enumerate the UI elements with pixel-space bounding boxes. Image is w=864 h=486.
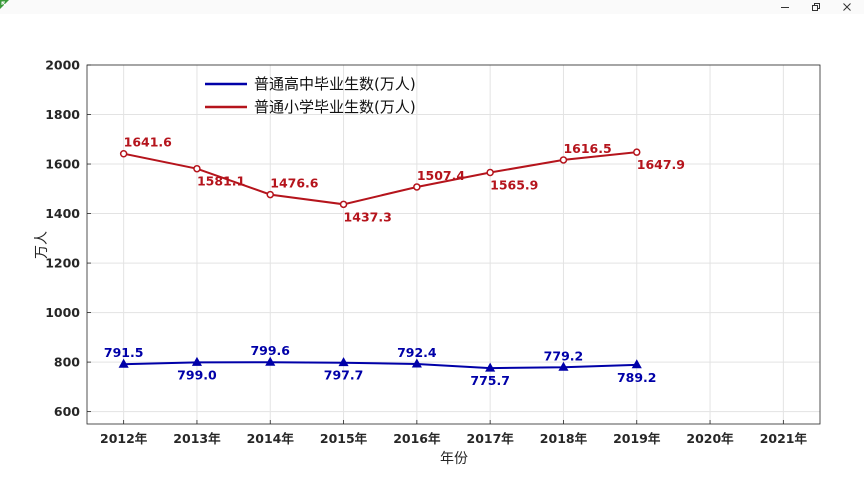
point-marker <box>118 358 129 368</box>
y-axis-label: 万人 <box>34 231 50 259</box>
x-tick-label: 2020年 <box>686 431 734 446</box>
data-label: 1647.9 <box>637 157 685 172</box>
point-marker <box>486 168 494 177</box>
legend-label-primary-school: 普通小学毕业生数(万人) <box>254 98 416 116</box>
data-label: 1507.4 <box>417 168 466 183</box>
point-marker <box>413 183 421 191</box>
data-label: 792.4 <box>397 345 437 360</box>
point-marker <box>411 358 422 368</box>
x-tick-label: 2014年 <box>247 431 295 446</box>
app-corner-icon <box>0 0 9 9</box>
x-tick-label: 2019年 <box>613 431 661 446</box>
point-marker <box>266 190 274 199</box>
data-label: 1437.3 <box>344 209 392 224</box>
series-line-0 <box>123 361 637 370</box>
x-axis-label: 年份 <box>440 451 468 467</box>
data-label: 1641.6 <box>124 135 173 150</box>
y-tick-label: 800 <box>54 355 80 370</box>
point-marker <box>631 359 642 369</box>
restore-button[interactable] <box>803 0 829 14</box>
series-line-1 <box>123 151 637 206</box>
data-label: 775.7 <box>470 373 510 388</box>
y-tick-label: 1200 <box>45 256 80 271</box>
data-label: 797.7 <box>324 368 364 383</box>
point-marker <box>265 356 276 366</box>
point-marker <box>339 200 348 209</box>
x-tick-label: 2017年 <box>467 431 515 446</box>
grid-lines <box>87 64 820 424</box>
point-marker <box>559 156 568 164</box>
close-icon <box>843 3 851 11</box>
x-tick-label: 2016年 <box>393 431 441 446</box>
y-tick-label: 2000 <box>45 58 80 73</box>
axis-ticks: 2012年 2013年 2014年 2015年 2016年 2017年 2018年 2019年… <box>45 58 807 447</box>
x-tick-label: 2021年 <box>760 431 808 446</box>
data-label: 779.2 <box>544 348 584 363</box>
y-tick-label: 1000 <box>45 305 80 320</box>
legend-label-high-school: 普通高中毕业生数(万人) <box>254 75 416 93</box>
data-label: 1476.6 <box>270 176 319 191</box>
point-marker <box>338 357 349 367</box>
legend: 普通高中毕业生数(万人) 普通小学毕业生数(万人) <box>205 75 416 116</box>
x-tick-label: 2012年 <box>100 431 148 446</box>
minimize-button[interactable] <box>772 0 798 14</box>
close-button[interactable] <box>834 0 860 14</box>
x-tick-label: 2013年 <box>173 431 221 446</box>
y-tick-label: 600 <box>54 404 80 419</box>
data-label: 791.5 <box>104 345 144 360</box>
series-group <box>118 148 642 372</box>
point-marker <box>191 356 203 366</box>
data-label: 789.2 <box>617 370 657 385</box>
point-marker <box>633 148 641 156</box>
y-tick-label: 1800 <box>45 107 80 122</box>
plot-area-frame <box>86 64 821 425</box>
plot-background <box>87 65 820 424</box>
restore-icon <box>812 3 820 11</box>
y-tick-label: 1600 <box>45 157 80 172</box>
data-label: 1565.9 <box>490 177 538 192</box>
data-label: 799.6 <box>250 343 290 358</box>
data-labels: 791.5 799.0 799.6 797.7 792.4 775.7 779.2 789.2… <box>104 135 685 388</box>
point-marker <box>485 362 496 372</box>
x-tick-label: 2015年 <box>320 431 368 446</box>
x-tick-label: 2018年 <box>540 431 588 446</box>
point-marker <box>119 149 128 158</box>
data-label: 1581.1 <box>197 174 245 189</box>
point-marker <box>558 361 569 371</box>
window-title-bar <box>0 0 864 14</box>
minimize-icon <box>781 7 789 8</box>
data-label: 1616.5 <box>563 141 611 156</box>
data-label: 799.0 <box>177 367 217 382</box>
y-tick-label: 1400 <box>45 206 80 221</box>
point-marker <box>193 164 201 173</box>
